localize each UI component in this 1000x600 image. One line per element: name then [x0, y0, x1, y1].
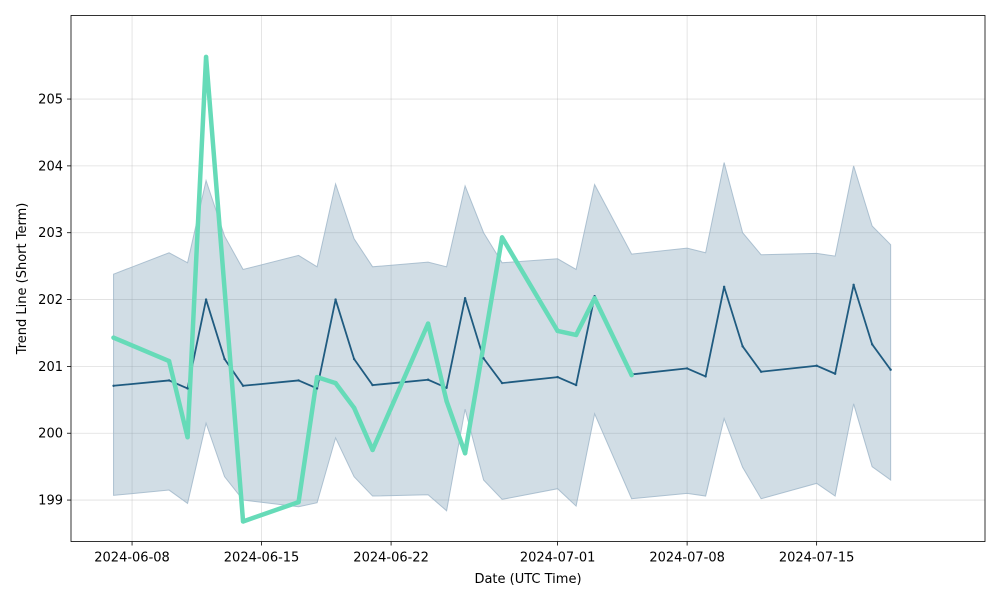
- actual-point: [296, 499, 301, 505]
- trend-point: [186, 387, 189, 390]
- trend-point: [870, 343, 874, 346]
- trend-point: [722, 285, 726, 289]
- trend-point: [445, 386, 448, 389]
- y-tick-label: 205: [38, 93, 63, 108]
- actual-line: [111, 54, 634, 524]
- trend-point: [574, 383, 578, 387]
- trend-point: [112, 384, 115, 387]
- trend-point: [315, 387, 319, 390]
- x-axis-ticks: 2024-06-08 2024-06-15 2024-06-22 2024-07-01…: [94, 541, 855, 566]
- y-axis-ticks: 199 200 201 202 203 204 205: [38, 93, 71, 509]
- trend-point: [889, 368, 892, 371]
- actual-point: [240, 519, 246, 524]
- actual-point: [185, 435, 190, 440]
- trend-point: [741, 345, 744, 348]
- trend-point: [556, 375, 559, 379]
- actual-point: [555, 328, 560, 334]
- actual-point: [444, 398, 449, 404]
- confidence-band-area: [113, 162, 892, 512]
- trend-point: [297, 379, 300, 382]
- y-tick-label: 200: [38, 427, 63, 442]
- x-tick-label: 2024-06-22: [353, 551, 429, 566]
- y-tick-label: 203: [38, 226, 63, 241]
- trend-point: [463, 297, 467, 300]
- y-tick-label: 202: [38, 293, 63, 308]
- actual-point: [462, 451, 468, 456]
- actual-point: [166, 358, 172, 364]
- actual-point: [499, 235, 505, 240]
- actual-point: [629, 372, 634, 378]
- x-tick-label: 2024-06-08: [94, 551, 170, 566]
- trend-point: [759, 370, 763, 373]
- y-axis-label: Trend Line (Short Term): [15, 203, 30, 356]
- trend-point: [241, 384, 245, 387]
- trend-point: [167, 379, 171, 382]
- trend-point: [223, 357, 226, 361]
- x-tick-label: 2024-07-15: [779, 551, 855, 566]
- x-tick-label: 2024-07-01: [520, 551, 596, 566]
- actual-point: [314, 374, 320, 380]
- actual-point: [573, 332, 579, 338]
- trend-point: [426, 378, 430, 381]
- y-tick-label: 199: [38, 494, 63, 509]
- actual-point: [333, 380, 338, 386]
- data-series: [111, 54, 892, 524]
- actual-point: [592, 296, 597, 301]
- trend-point: [704, 375, 707, 378]
- actual-point: [111, 335, 116, 340]
- trend-point: [371, 383, 374, 387]
- actual-point: [351, 405, 357, 411]
- trend-point: [815, 364, 818, 367]
- trend-point: [204, 298, 208, 301]
- x-axis-label: Date (UTC Time): [474, 572, 581, 587]
- actual-point: [203, 54, 209, 60]
- trend-line: [113, 283, 892, 390]
- confidence-band: [113, 162, 892, 512]
- x-tick-label: 2024-07-08: [649, 551, 725, 566]
- y-tick-label: 204: [38, 159, 63, 174]
- plot-area-frame: [70, 15, 986, 542]
- actual-point: [370, 447, 375, 453]
- trend-point: [482, 357, 485, 360]
- trend-point: [852, 283, 855, 287]
- trend-point: [334, 298, 337, 301]
- y-tick-label: 201: [38, 360, 63, 375]
- trend-point: [500, 381, 504, 385]
- trend-point: [685, 367, 689, 370]
- trend-point: [352, 357, 356, 361]
- actual-point: [425, 321, 431, 326]
- x-tick-label: 2024-06-15: [224, 551, 300, 566]
- trend-point: [833, 372, 837, 375]
- data-points: [111, 54, 892, 524]
